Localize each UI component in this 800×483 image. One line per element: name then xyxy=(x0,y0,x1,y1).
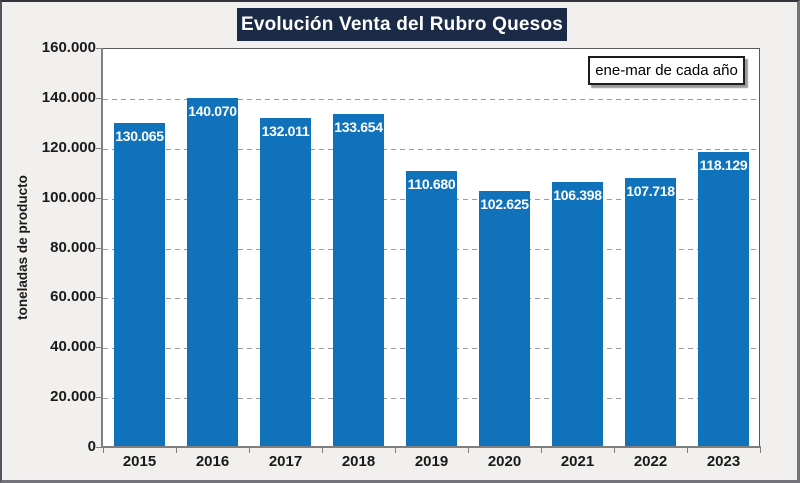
x-tick xyxy=(760,448,761,453)
bar-value-label: 102.625 xyxy=(480,196,529,213)
bar: 107.718 xyxy=(625,178,676,447)
y-axis-line xyxy=(101,48,103,448)
bar: 110.680 xyxy=(406,171,457,447)
x-tick-label: 2020 xyxy=(487,453,522,470)
y-tick-label: 160.000 xyxy=(41,39,96,56)
x-tick xyxy=(468,448,469,453)
bar: 130.065 xyxy=(114,122,165,447)
y-tick xyxy=(96,197,102,199)
y-tick xyxy=(96,297,102,299)
bar: 106.398 xyxy=(552,181,603,447)
bar-value-label: 130.065 xyxy=(115,127,164,144)
bar-value-label: 140.070 xyxy=(188,102,237,119)
x-tick xyxy=(541,448,542,453)
bar: 132.011 xyxy=(260,117,311,447)
x-tick xyxy=(249,448,250,453)
y-tick xyxy=(96,347,102,349)
bar-value-label: 107.718 xyxy=(626,183,675,200)
x-tick-label: 2015 xyxy=(122,453,157,470)
annotation-label: ene-mar de cada año xyxy=(595,62,738,79)
x-axis-line xyxy=(101,446,761,448)
y-tick xyxy=(96,97,102,99)
bar: 102.625 xyxy=(479,191,530,447)
y-tick xyxy=(96,147,102,149)
y-tick-label: 20.000 xyxy=(50,388,96,406)
chart-title-box: Evolución Venta del Rubro Quesos xyxy=(237,8,567,41)
bar: 118.129 xyxy=(698,152,749,447)
x-tick-label: 2023 xyxy=(706,453,741,470)
bar-value-label: 133.654 xyxy=(334,118,383,135)
gridline xyxy=(103,148,759,150)
bar-value-label: 132.011 xyxy=(261,122,310,139)
bar: 140.070 xyxy=(187,97,238,447)
x-tick xyxy=(103,448,104,453)
x-tick-label: 2022 xyxy=(633,453,668,470)
chart-title: Evolución Venta del Rubro Quesos xyxy=(240,13,564,35)
y-tick-label: 0 xyxy=(87,438,96,455)
bar: 133.654 xyxy=(333,113,384,447)
y-tick-label: 140.000 xyxy=(41,88,96,106)
x-tick-label: 2021 xyxy=(560,453,595,470)
gridline xyxy=(103,98,759,100)
x-tick-label: 2019 xyxy=(414,453,449,470)
x-tick-label: 2017 xyxy=(268,453,303,470)
x-tick xyxy=(322,448,323,453)
y-tick-label: 100.000 xyxy=(41,188,96,206)
x-tick-label: 2016 xyxy=(195,453,230,470)
y-tick xyxy=(96,48,102,49)
x-tick-label: 2018 xyxy=(341,453,376,470)
y-tick-label: 40.000 xyxy=(50,338,96,356)
y-tick xyxy=(96,397,102,399)
x-tick xyxy=(176,448,177,453)
y-tick-label: 60.000 xyxy=(50,288,96,306)
x-tick xyxy=(687,448,688,453)
bar-value-label: 110.680 xyxy=(407,176,456,192)
x-tick xyxy=(614,448,615,453)
annotation-box: ene-mar de cada año xyxy=(588,56,745,85)
plot-area: 130.065 140.070 132.011 133.654 110.680 102.6… xyxy=(103,48,760,447)
y-tick-label: 120.000 xyxy=(41,138,96,156)
y-tick xyxy=(96,447,102,448)
y-tick xyxy=(96,247,102,249)
bar-value-label: 118.129 xyxy=(699,157,748,174)
x-tick xyxy=(395,448,396,453)
y-tick-label: 80.000 xyxy=(50,238,96,256)
bar-value-label: 106.398 xyxy=(553,186,602,203)
